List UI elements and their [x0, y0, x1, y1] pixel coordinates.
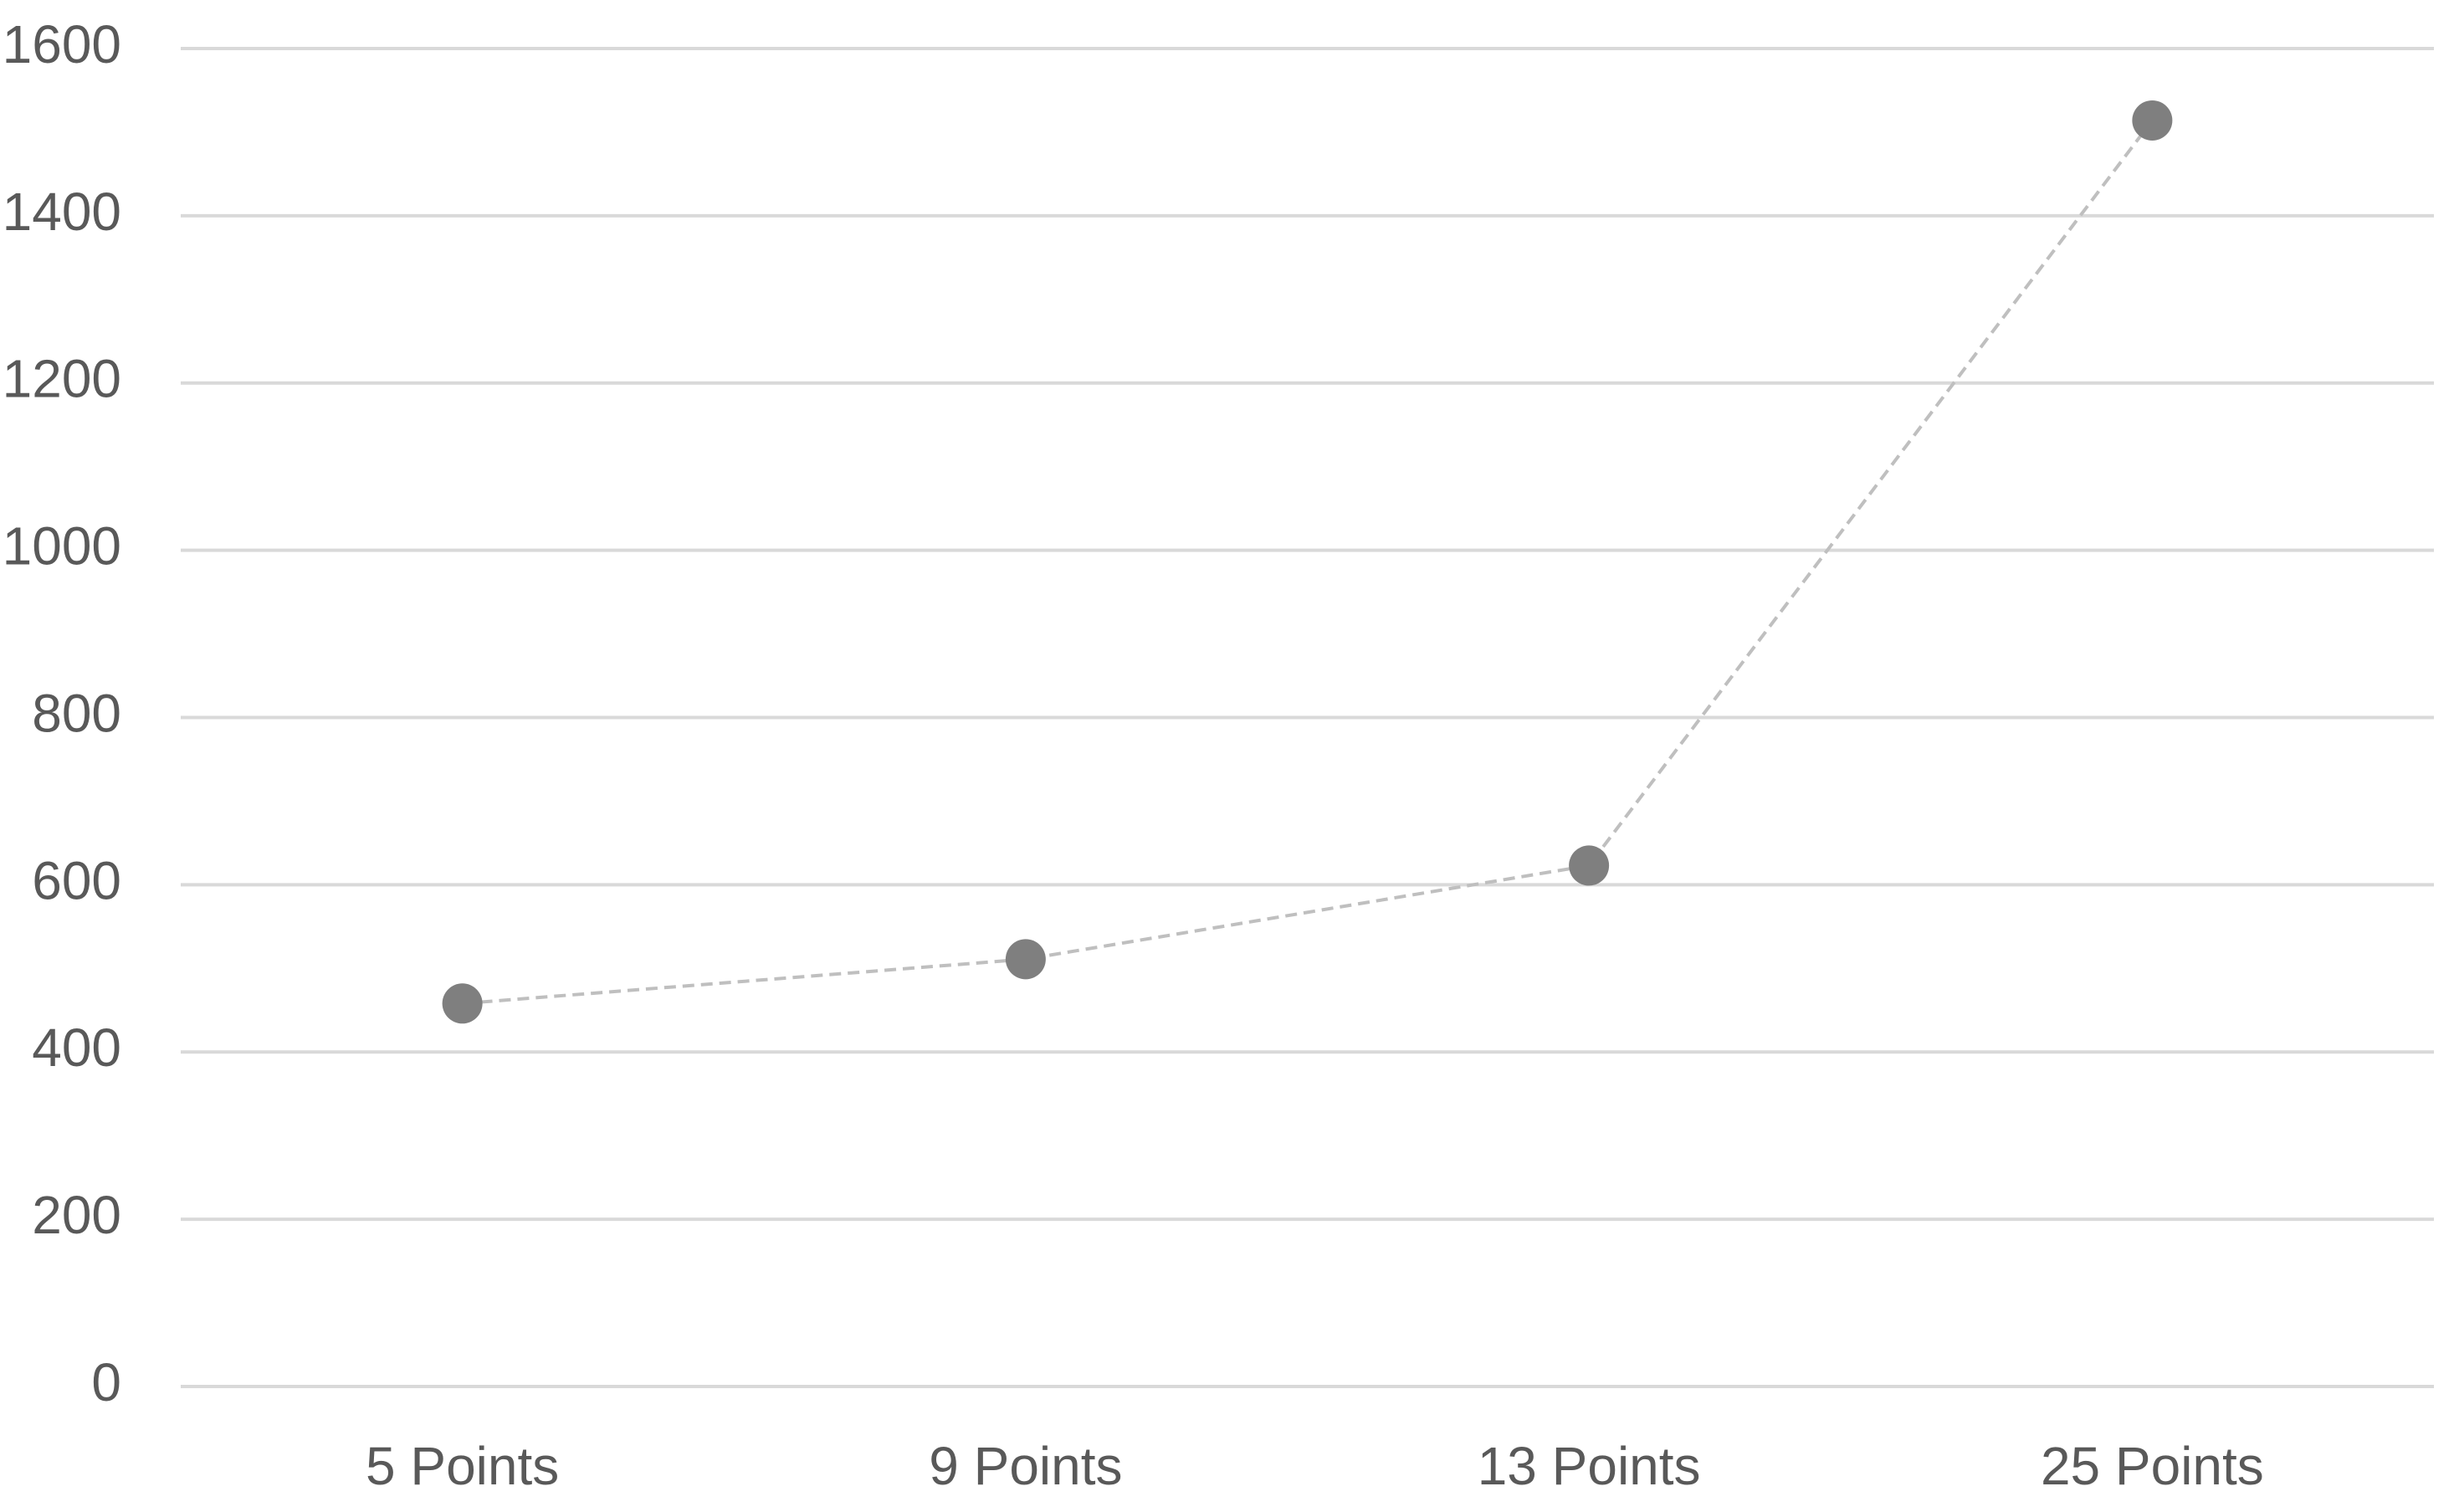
y-tick-label: 1400: [3, 182, 121, 242]
y-tick-label: 600: [32, 850, 121, 910]
y-tick-label: 1600: [3, 14, 121, 74]
y-tick-label: 200: [32, 1185, 121, 1245]
y-tick-label: 0: [91, 1352, 121, 1412]
data-point: [2132, 100, 2173, 141]
y-tick-label: 400: [32, 1017, 121, 1078]
x-tick-label: 25 Points: [2041, 1436, 2264, 1496]
x-tick-label: 9 Points: [929, 1436, 1122, 1496]
data-point: [1569, 845, 1610, 886]
x-tick-label: 13 Points: [1478, 1436, 1701, 1496]
y-tick-label: 1200: [3, 349, 121, 409]
data-point: [442, 983, 483, 1024]
y-tick-label: 800: [32, 683, 121, 743]
x-tick-label: 5 Points: [366, 1436, 559, 1496]
y-tick-label: 1000: [3, 516, 121, 577]
data-point: [1005, 939, 1046, 980]
data-line: [462, 119, 2154, 1006]
